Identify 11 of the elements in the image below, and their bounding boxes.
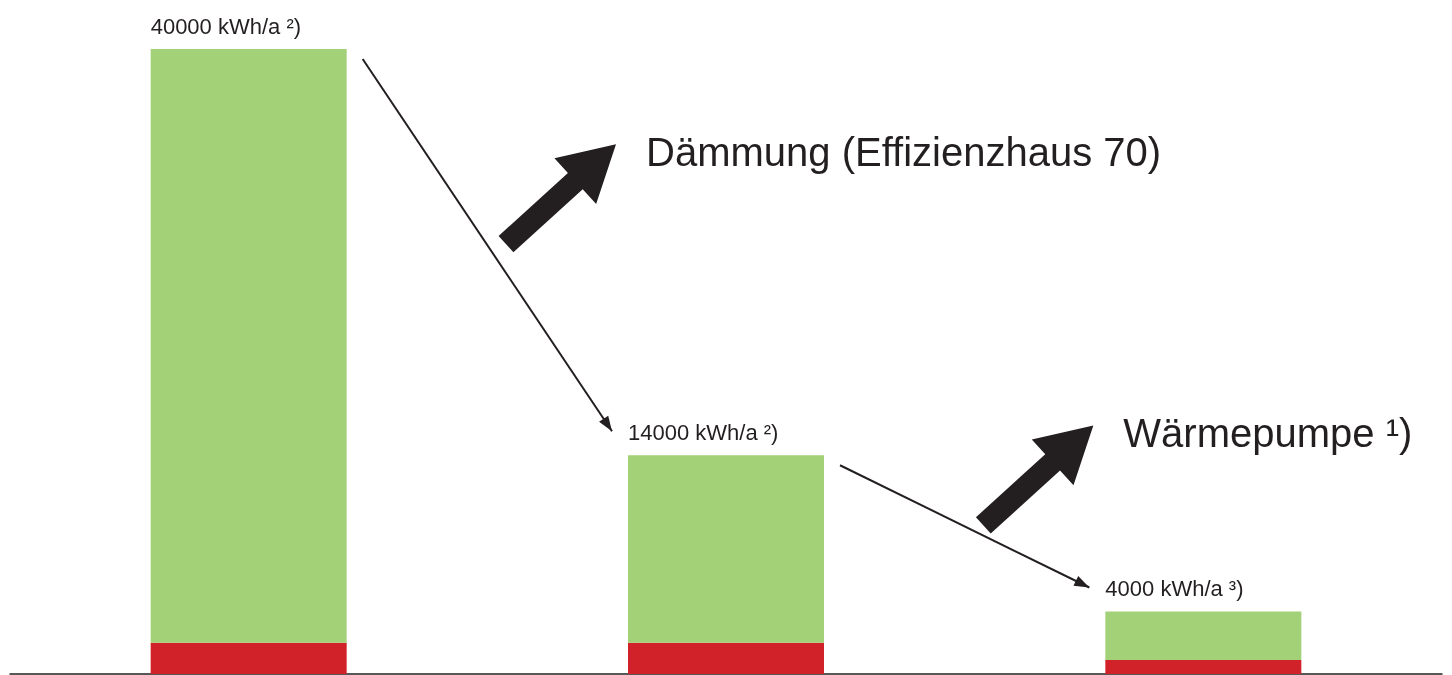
bar — [628, 455, 824, 643]
bar — [628, 642, 824, 674]
annotation: 14000 kWh/a ²) — [628, 419, 779, 445]
bar — [1105, 659, 1302, 674]
annotation: Wärmepumpe ¹) — [1123, 411, 1413, 456]
annotation: 4000 kWh/a ³) — [1105, 576, 1244, 601]
bar — [1105, 611, 1302, 660]
annotation: 40000 kWh/a ²) — [150, 13, 302, 39]
bar — [150, 642, 347, 674]
annotation: Dämmung (Effizienzhaus 70) — [646, 130, 1162, 175]
bar — [150, 49, 347, 643]
